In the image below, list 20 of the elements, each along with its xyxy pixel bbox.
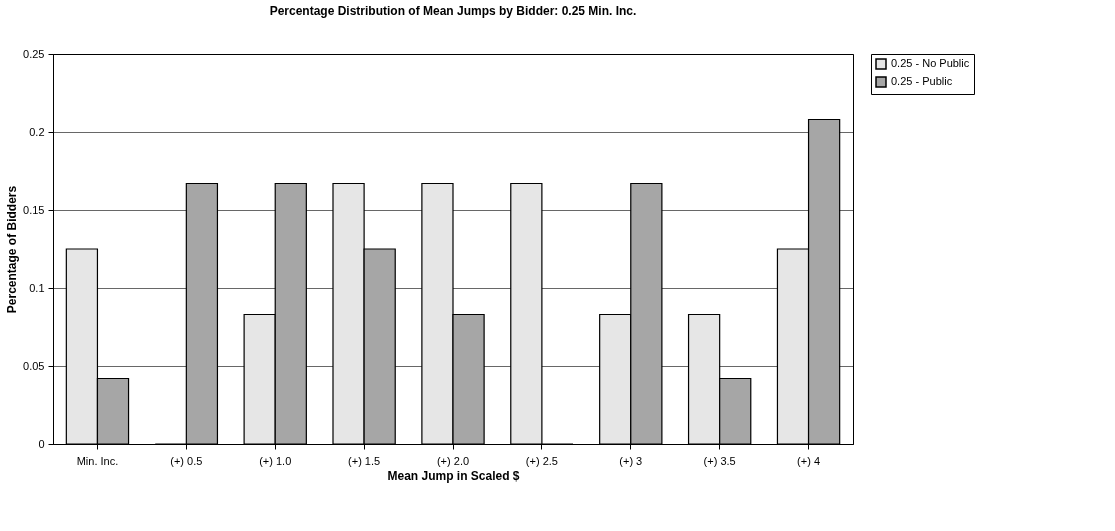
x-axis-title: Mean Jump in Scaled $ xyxy=(387,468,520,483)
y-tick-label: 0.05 xyxy=(23,359,45,372)
y-axis-title: Percentage of Bidders xyxy=(5,185,20,314)
x-tick-label: (+) 3.5 xyxy=(703,454,736,467)
legend-label: 0.25 - No Public xyxy=(891,57,970,69)
y-tick-label: 0 xyxy=(38,437,45,450)
y-tick-label: 0.1 xyxy=(29,281,45,294)
y-tick-label: 0.25 xyxy=(23,47,45,60)
y-tick-label: 0.15 xyxy=(23,203,45,216)
chart-title: Percentage Distribution of Mean Jumps by Bidder: 0.25 Min. Inc. xyxy=(269,4,637,18)
x-tick-label: (+) 1.5 xyxy=(348,454,381,467)
x-tick-label: (+) 3 xyxy=(619,454,643,467)
x-tick-label: (+) 2.5 xyxy=(525,454,558,467)
legend-label: 0.25 - Public xyxy=(891,75,953,87)
y-tick-label: 0.2 xyxy=(29,125,45,138)
x-tick-label: (+) 0.5 xyxy=(170,454,203,467)
x-tick-label: (+) 4 xyxy=(797,454,821,467)
x-tick-label: Min. Inc. xyxy=(76,454,119,467)
x-tick-label: (+) 2.0 xyxy=(436,454,470,467)
x-tick-label: (+) 1.0 xyxy=(259,454,292,467)
